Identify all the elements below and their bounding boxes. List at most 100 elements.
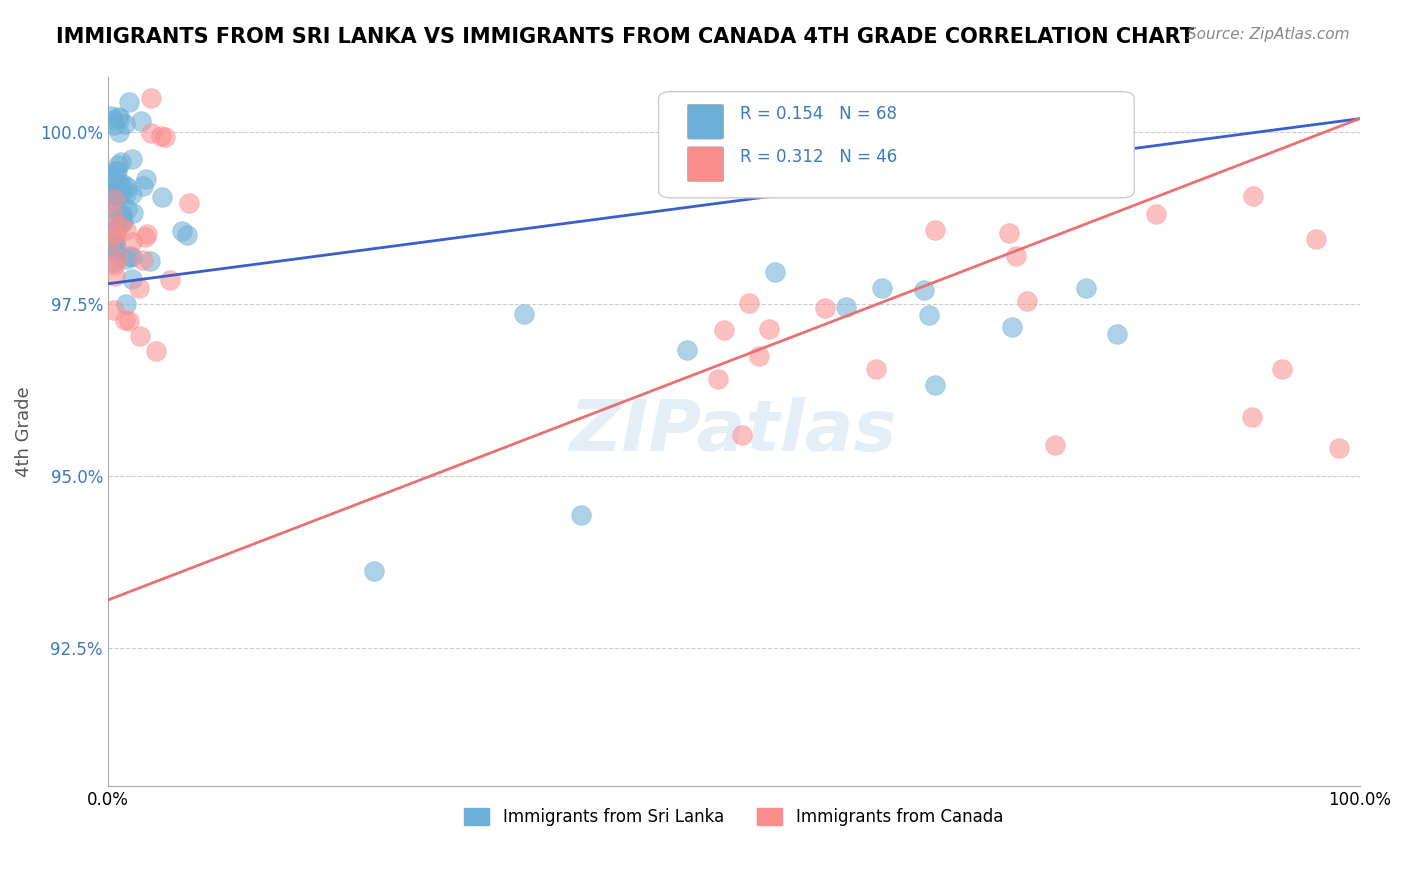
- FancyBboxPatch shape: [688, 147, 724, 182]
- Immigrants from Canada: [104, 269, 127, 284]
- Immigrants from Sri Lanka: [115, 180, 138, 194]
- Immigrants from Canada: [139, 91, 162, 105]
- Immigrants from Canada: [699, 107, 721, 121]
- Immigrants from Sri Lanka: [104, 239, 127, 253]
- Immigrants from Canada: [103, 258, 125, 272]
- Immigrants from Sri Lanka: [870, 281, 893, 295]
- Immigrants from Sri Lanka: [105, 213, 128, 227]
- Immigrants from Canada: [103, 192, 125, 206]
- Immigrants from Canada: [1005, 249, 1028, 263]
- Immigrants from Sri Lanka: [115, 252, 138, 266]
- Text: ZIPatlas: ZIPatlas: [569, 397, 897, 467]
- Immigrants from Canada: [114, 312, 136, 326]
- Y-axis label: 4th Grade: 4th Grade: [15, 386, 32, 477]
- Immigrants from Sri Lanka: [107, 177, 129, 191]
- Immigrants from Sri Lanka: [111, 207, 134, 221]
- Immigrants from Sri Lanka: [110, 210, 132, 224]
- Immigrants from Sri Lanka: [105, 163, 128, 178]
- Immigrants from Canada: [145, 343, 167, 358]
- Immigrants from Sri Lanka: [110, 216, 132, 230]
- Immigrants from Sri Lanka: [100, 169, 122, 183]
- Immigrants from Sri Lanka: [120, 249, 142, 263]
- FancyBboxPatch shape: [688, 104, 724, 139]
- Immigrants from Canada: [134, 229, 156, 244]
- Immigrants from Canada: [814, 301, 837, 315]
- Immigrants from Canada: [1043, 438, 1066, 452]
- Immigrants from Canada: [103, 302, 125, 317]
- Immigrants from Canada: [150, 129, 173, 144]
- Immigrants from Sri Lanka: [103, 254, 125, 268]
- Immigrants from Sri Lanka: [170, 224, 193, 238]
- Immigrants from Canada: [1015, 293, 1038, 308]
- Immigrants from Sri Lanka: [108, 178, 131, 192]
- Immigrants from Sri Lanka: [107, 205, 129, 219]
- Immigrants from Sri Lanka: [924, 378, 946, 392]
- Text: R = 0.154   N = 68: R = 0.154 N = 68: [740, 105, 897, 123]
- Immigrants from Sri Lanka: [1001, 319, 1024, 334]
- Immigrants from Sri Lanka: [132, 178, 155, 193]
- Immigrants from Sri Lanka: [114, 297, 136, 311]
- Immigrants from Canada: [1069, 161, 1091, 175]
- Immigrants from Sri Lanka: [569, 508, 592, 523]
- Immigrants from Canada: [1270, 362, 1292, 376]
- Immigrants from Sri Lanka: [111, 186, 134, 201]
- Immigrants from Sri Lanka: [918, 308, 941, 322]
- Immigrants from Sri Lanka: [104, 235, 127, 249]
- Immigrants from Sri Lanka: [110, 155, 132, 169]
- Immigrants from Sri Lanka: [107, 186, 129, 201]
- Immigrants from Sri Lanka: [103, 119, 125, 133]
- Immigrants from Sri Lanka: [107, 190, 129, 204]
- Immigrants from Canada: [731, 427, 754, 442]
- Text: R = 0.312   N = 46: R = 0.312 N = 46: [740, 148, 897, 166]
- Immigrants from Sri Lanka: [98, 189, 121, 203]
- Immigrants from Sri Lanka: [101, 223, 124, 237]
- Immigrants from Sri Lanka: [100, 109, 122, 123]
- Immigrants from Sri Lanka: [363, 564, 385, 578]
- Immigrants from Sri Lanka: [763, 265, 786, 279]
- Immigrants from Sri Lanka: [1107, 326, 1129, 341]
- Text: Source: ZipAtlas.com: Source: ZipAtlas.com: [1187, 27, 1350, 42]
- Immigrants from Sri Lanka: [104, 185, 127, 199]
- Immigrants from Canada: [707, 372, 730, 386]
- Immigrants from Canada: [179, 196, 201, 211]
- Immigrants from Sri Lanka: [107, 124, 129, 138]
- Immigrants from Sri Lanka: [139, 254, 162, 268]
- Immigrants from Canada: [998, 226, 1021, 240]
- Immigrants from Sri Lanka: [101, 235, 124, 250]
- Immigrants from Canada: [128, 281, 150, 295]
- Immigrants from Sri Lanka: [114, 186, 136, 201]
- Immigrants from Sri Lanka: [111, 214, 134, 228]
- Immigrants from Sri Lanka: [114, 118, 136, 132]
- Immigrants from Sri Lanka: [118, 95, 141, 109]
- Immigrants from Canada: [129, 328, 152, 343]
- Immigrants from Sri Lanka: [121, 187, 143, 202]
- Immigrants from Canada: [758, 322, 780, 336]
- Immigrants from Sri Lanka: [121, 272, 143, 286]
- Immigrants from Canada: [118, 314, 141, 328]
- Immigrants from Sri Lanka: [103, 113, 125, 128]
- Immigrants from Sri Lanka: [111, 177, 134, 191]
- Immigrants from Canada: [1144, 207, 1167, 221]
- Immigrants from Sri Lanka: [107, 111, 129, 125]
- Immigrants from Sri Lanka: [176, 227, 198, 242]
- Immigrants from Sri Lanka: [115, 202, 138, 216]
- Immigrants from Sri Lanka: [676, 343, 699, 357]
- Immigrants from Sri Lanka: [98, 193, 121, 207]
- Immigrants from Sri Lanka: [122, 206, 145, 220]
- Immigrants from Canada: [748, 349, 770, 363]
- Immigrants from Canada: [121, 235, 143, 249]
- Immigrants from Sri Lanka: [121, 153, 143, 167]
- Immigrants from Sri Lanka: [105, 163, 128, 178]
- Immigrants from Canada: [713, 323, 735, 337]
- Immigrants from Canada: [104, 227, 127, 242]
- Immigrants from Canada: [1241, 189, 1264, 203]
- Immigrants from Canada: [159, 273, 181, 287]
- Legend: Immigrants from Sri Lanka, Immigrants from Canada: Immigrants from Sri Lanka, Immigrants fr…: [456, 799, 1011, 834]
- Immigrants from Sri Lanka: [513, 306, 536, 320]
- Immigrants from Canada: [1329, 441, 1351, 455]
- Immigrants from Sri Lanka: [121, 250, 143, 264]
- Immigrants from Sri Lanka: [129, 114, 152, 128]
- Immigrants from Canada: [1241, 410, 1264, 425]
- Immigrants from Canada: [98, 234, 121, 248]
- Immigrants from Sri Lanka: [135, 172, 157, 186]
